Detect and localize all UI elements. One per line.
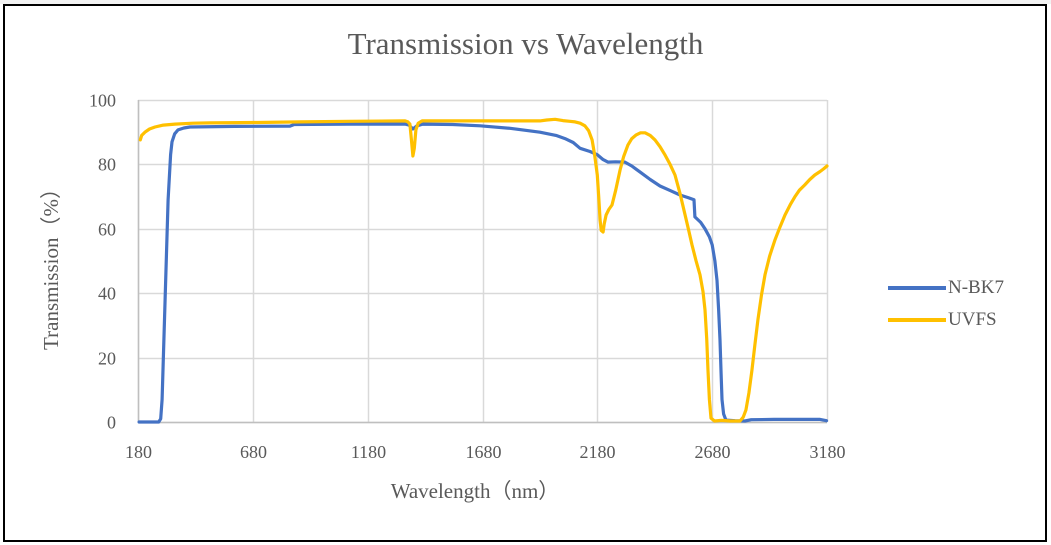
gridlines	[137, 99, 829, 424]
series-lines	[137, 117, 829, 424]
x-tick-label: 180	[125, 442, 152, 462]
legend-label-n-bk7: N-BK7	[948, 277, 1004, 298]
y-tick-label: 100	[89, 91, 116, 111]
legend-swatch-n-bk7	[888, 286, 946, 290]
x-tick-label: 2680	[695, 442, 731, 462]
x-axis-title: Wavelength（nm）	[391, 479, 560, 503]
legend-label-uvfs: UVFS	[948, 309, 997, 330]
y-tick-label: 60	[98, 220, 116, 240]
background-strip	[0, 0, 1051, 4]
chart-title: Transmission vs Wavelength	[347, 26, 704, 61]
y-tick-label: 80	[98, 155, 116, 175]
legend-swatch-uvfs	[888, 318, 946, 322]
chart-frame	[3, 4, 1047, 542]
x-tick-label: 680	[240, 442, 267, 462]
y-axis-title: Transmission（%）	[39, 178, 63, 350]
x-tick-label: 1680	[466, 442, 502, 462]
series-line-n-bk7	[137, 122, 829, 424]
tick-labels: 0 20 40 60 80 100 180 680 1180 1680 2180 2680 3180	[89, 91, 846, 463]
y-tick-label: 40	[98, 284, 116, 304]
legend: N-BK7 UVFS	[888, 272, 1004, 336]
legend-item-n-bk7: N-BK7	[888, 272, 1004, 304]
series-line-uvfs	[138, 117, 829, 423]
x-tick-label: 3180	[810, 442, 846, 462]
x-tick-label: 2180	[580, 442, 616, 462]
y-tick-label: 0	[107, 413, 116, 433]
x-tick-label: 1180	[351, 442, 386, 462]
y-tick-label: 20	[98, 349, 116, 369]
legend-item-uvfs: UVFS	[888, 304, 1004, 336]
